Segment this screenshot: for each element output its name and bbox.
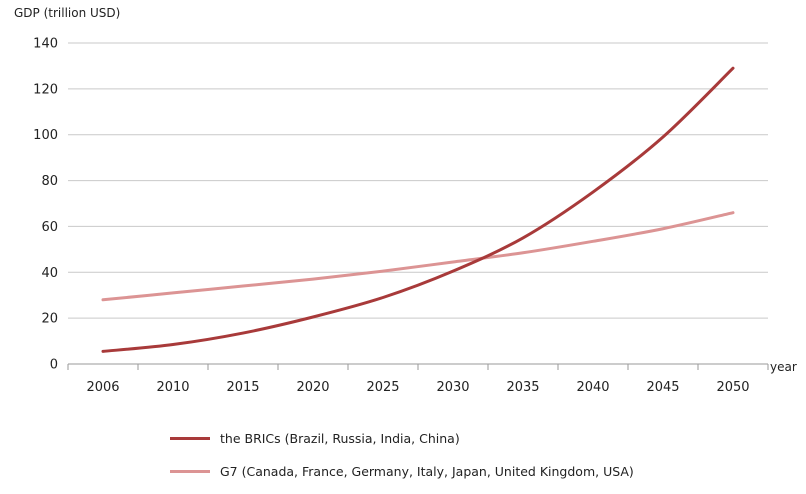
x-tick-label: 2035 (506, 380, 539, 395)
legend-label-brics: the BRICs (Brazil, Russia, India, China) (220, 430, 460, 446)
y-tick-label: 40 (41, 266, 58, 281)
x-tick-label: 2010 (156, 380, 189, 395)
x-tick-label: 2025 (366, 380, 399, 395)
legend-label-g7: G7 (Canada, France, Germany, Italy, Japa… (220, 463, 634, 479)
y-tick-label: 0 (50, 358, 58, 373)
y-axis-label: GDP (trillion USD) (14, 6, 120, 20)
y-tick-label: 80 (41, 174, 58, 189)
legend-item-g7: G7 (Canada, France, Germany, Italy, Japa… (170, 461, 634, 481)
legend-item-brics: the BRICs (Brazil, Russia, India, China) (170, 428, 634, 448)
series-line-g7 (101, 211, 735, 302)
x-tick-label: 2045 (646, 380, 679, 395)
legend: the BRICs (Brazil, Russia, India, China)… (170, 428, 634, 494)
x-tick-label: 2020 (296, 380, 329, 395)
y-tick-label: 60 (41, 220, 58, 235)
y-tick-label: 140 (33, 37, 58, 52)
y-tick-labels: 0 20 40 60 80 100 120 140 (33, 37, 58, 373)
series-lines (101, 66, 735, 353)
x-axis-label: year (770, 360, 797, 374)
x-tick-label: 2030 (436, 380, 469, 395)
series-line-brics (101, 66, 735, 353)
x-tick-label: 2040 (576, 380, 609, 395)
y-tick-label: 120 (33, 82, 58, 97)
x-tick-label: 2006 (86, 380, 119, 395)
x-tick-label: 2050 (716, 380, 749, 395)
x-tick-labels: 2006 2010 2015 2020 2025 2030 2035 2040 2045 2050 (86, 380, 749, 395)
legend-swatch-brics (170, 436, 210, 440)
x-tick-label: 2015 (226, 380, 259, 395)
y-tick-label: 100 (33, 128, 58, 143)
gridlines (67, 42, 769, 370)
legend-swatch-g7 (170, 469, 210, 473)
y-tick-label: 20 (41, 312, 58, 327)
